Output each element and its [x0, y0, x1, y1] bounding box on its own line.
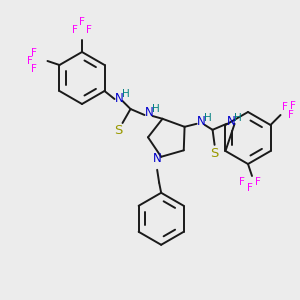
Text: N: N — [227, 115, 236, 128]
Text: H: H — [152, 104, 159, 114]
Text: F: F — [255, 177, 261, 187]
Text: F: F — [72, 25, 78, 35]
Text: N: N — [115, 92, 124, 104]
Text: F: F — [79, 17, 85, 27]
Text: F: F — [31, 64, 36, 74]
Text: F: F — [288, 110, 293, 120]
Text: F: F — [26, 56, 32, 66]
Text: H: H — [234, 113, 242, 123]
Text: H: H — [122, 89, 129, 99]
Text: N: N — [197, 115, 206, 128]
Text: H: H — [204, 113, 212, 123]
Text: F: F — [86, 25, 92, 35]
Text: F: F — [290, 101, 296, 111]
Text: F: F — [31, 48, 36, 58]
Text: F: F — [239, 177, 245, 187]
Text: N: N — [153, 152, 161, 165]
Text: S: S — [114, 124, 123, 137]
Text: F: F — [282, 102, 287, 112]
Text: F: F — [247, 183, 253, 193]
Text: S: S — [210, 147, 219, 160]
Text: N: N — [145, 106, 154, 119]
